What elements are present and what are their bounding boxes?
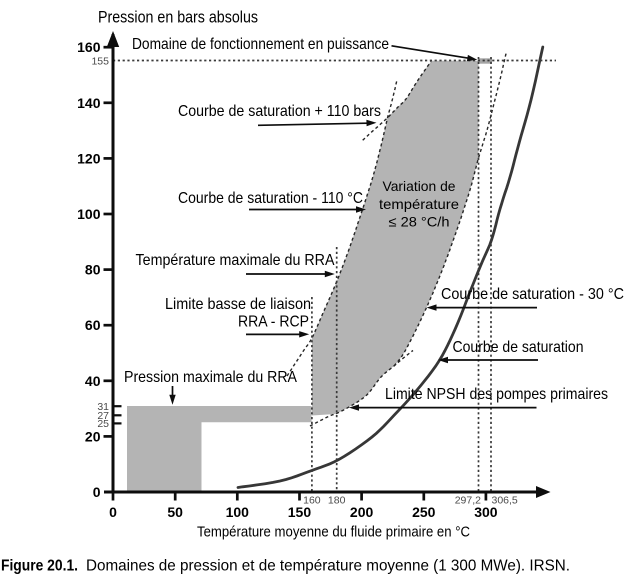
- svg-text:Température maximale du RRA: Température maximale du RRA: [136, 252, 335, 269]
- svg-text:température: température: [379, 196, 459, 212]
- svg-text:150: 150: [288, 504, 312, 520]
- svg-text:Courbe de saturation + 110 bar: Courbe de saturation + 110 bars: [178, 103, 381, 120]
- svg-text:Domaines de pression et de tem: Domaines de pression et de température m…: [86, 558, 570, 575]
- svg-text:0: 0: [109, 504, 117, 520]
- svg-text:Domaine de fonctionnement en p: Domaine de fonctionnement en puissance: [132, 36, 389, 53]
- svg-text:80: 80: [85, 262, 101, 278]
- svg-text:Variation de: Variation de: [383, 178, 456, 194]
- svg-text:200: 200: [350, 504, 374, 520]
- svg-text:Courbe de saturation - 110 °C: Courbe de saturation - 110 °C: [178, 190, 363, 207]
- svg-text:Figure 20.1.: Figure 20.1.: [1, 558, 78, 575]
- svg-text:0: 0: [93, 484, 101, 500]
- svg-text:Courbe de saturation - 30 °C: Courbe de saturation - 30 °C: [441, 286, 624, 303]
- svg-text:50: 50: [167, 504, 183, 520]
- svg-text:40: 40: [85, 373, 101, 389]
- svg-text:100: 100: [226, 504, 250, 520]
- svg-text:20: 20: [85, 428, 101, 444]
- svg-text:≤ 28 °C/h: ≤ 28 °C/h: [389, 214, 450, 230]
- svg-text:120: 120: [77, 150, 101, 166]
- svg-text:160: 160: [303, 495, 321, 507]
- svg-text:31: 31: [97, 401, 109, 413]
- svg-text:Courbe de saturation: Courbe de saturation: [453, 339, 584, 356]
- svg-text:25: 25: [97, 418, 109, 430]
- svg-text:100: 100: [77, 206, 101, 222]
- svg-text:250: 250: [412, 504, 436, 520]
- svg-text:306,5: 306,5: [492, 495, 518, 507]
- svg-text:180: 180: [328, 495, 346, 507]
- svg-text:300: 300: [474, 504, 498, 520]
- svg-text:Pression maximale du RRA: Pression maximale du RRA: [124, 369, 297, 386]
- svg-text:155: 155: [91, 55, 109, 67]
- svg-text:140: 140: [77, 95, 101, 111]
- svg-text:160: 160: [77, 39, 101, 55]
- svg-text:297,2: 297,2: [455, 495, 481, 507]
- svg-text:RRA - RCP: RRA - RCP: [238, 313, 309, 330]
- svg-text:Limite basse de liaison: Limite basse de liaison: [165, 296, 311, 313]
- svg-text:60: 60: [85, 317, 101, 333]
- svg-text:27: 27: [97, 410, 109, 422]
- svg-text:Limite NPSH des pompes primair: Limite NPSH des pompes primaires: [385, 386, 608, 403]
- svg-text:Pression en bars absolus: Pression en bars absolus: [98, 8, 258, 27]
- svg-text:Température moyenne du fluide: Température moyenne du fluide primaire e…: [197, 524, 470, 541]
